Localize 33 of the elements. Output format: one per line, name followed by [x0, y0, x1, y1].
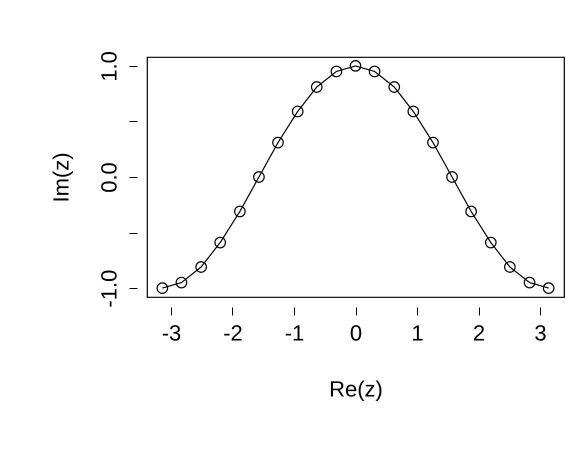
point — [272, 136, 284, 148]
point — [214, 236, 226, 248]
x-axis-title: Re(z) — [329, 376, 383, 402]
point — [388, 81, 400, 93]
point — [427, 136, 439, 148]
point — [407, 106, 420, 118]
point — [542, 282, 554, 294]
point — [350, 60, 362, 72]
point — [156, 282, 168, 294]
point — [330, 66, 342, 78]
point — [465, 206, 477, 218]
x-tick-label: 0 — [350, 320, 362, 346]
point — [195, 261, 207, 273]
y-tick-label: 1.0 — [96, 51, 122, 82]
y-tick-label: -1.0 — [96, 270, 122, 308]
x-tick-label: -2 — [223, 320, 243, 346]
point — [234, 206, 246, 218]
x-tick-label: -3 — [162, 320, 182, 346]
point — [310, 81, 323, 93]
point — [176, 276, 188, 288]
point — [504, 261, 516, 273]
x-tick-label: -1 — [284, 320, 304, 346]
point — [368, 66, 380, 78]
point — [446, 171, 458, 183]
point — [292, 106, 304, 118]
x-tick-label: 2 — [472, 320, 486, 346]
x-tick-label: 1 — [411, 320, 424, 346]
y-axis-title: Im(z) — [48, 152, 74, 203]
point — [253, 171, 265, 183]
x-tick-label: 3 — [534, 320, 547, 346]
point — [524, 276, 536, 288]
y-tick-label: 0.0 — [96, 162, 122, 193]
point — [484, 236, 497, 248]
